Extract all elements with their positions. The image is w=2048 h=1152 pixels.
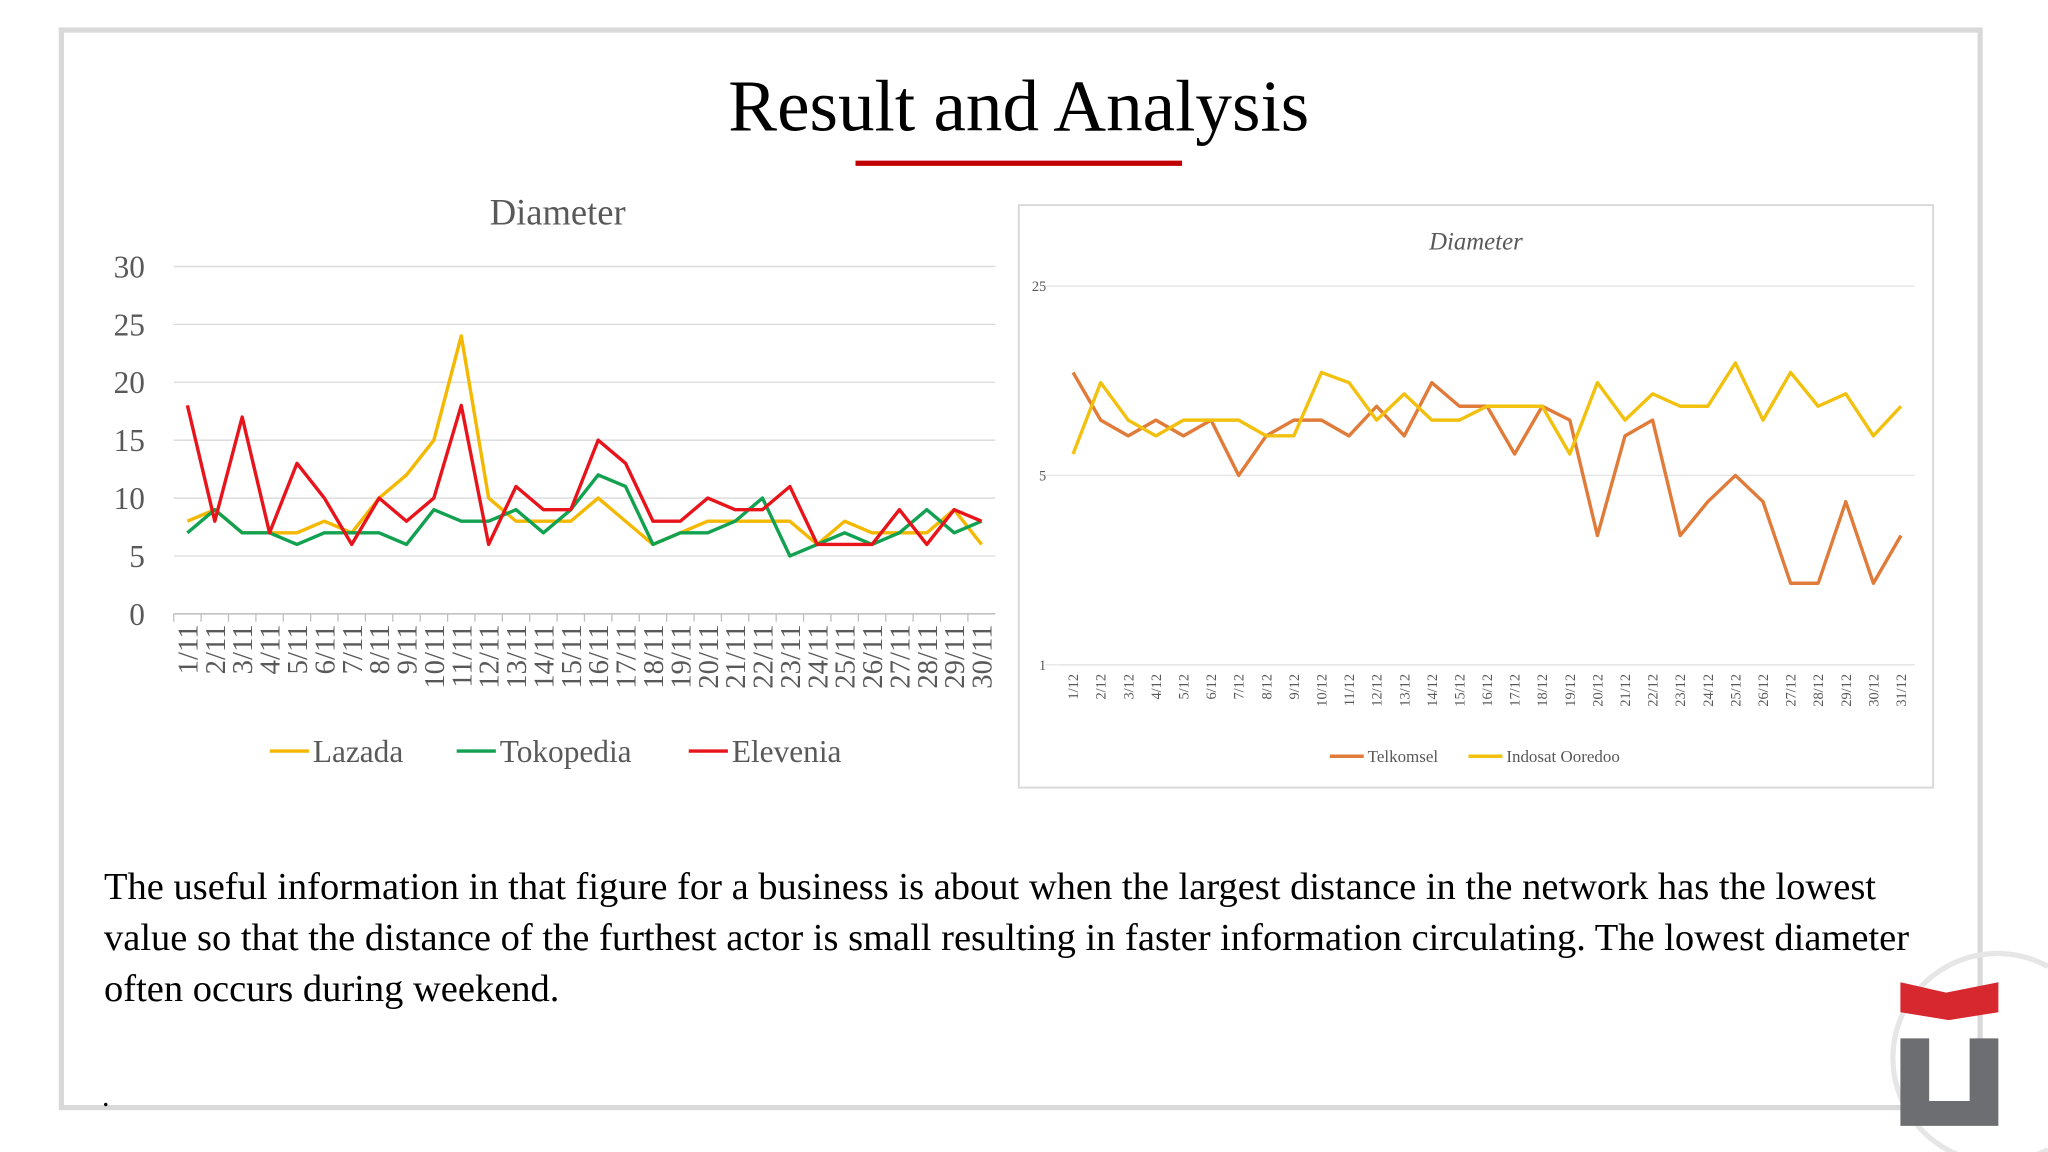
x-tick-label: 15/11 — [556, 624, 588, 688]
x-tick-label: 22/12 — [1646, 674, 1662, 707]
series-line — [185, 403, 983, 547]
x-tick-label: 30/11 — [967, 624, 999, 688]
x-tick-label: 9/12 — [1287, 674, 1303, 700]
x-tick-label: 4/12 — [1149, 674, 1165, 700]
x-tick-label: 30/12 — [1866, 674, 1882, 707]
x-tick-label: 13/12 — [1397, 674, 1413, 707]
y-tick-label: 5 — [129, 539, 145, 574]
x-tick-label: 2/11 — [200, 624, 232, 674]
x-tick-label: 12/11 — [474, 624, 506, 688]
x-tick-label: 21/11 — [720, 624, 752, 688]
x-tick-label: 17/11 — [611, 624, 643, 688]
chart-title: Diameter — [490, 192, 626, 233]
x-tick-label: 27/11 — [884, 624, 916, 688]
x-tick-label: 11/11 — [446, 624, 478, 687]
x-tick-label: 29/12 — [1839, 674, 1855, 707]
x-tick-label: 1/12 — [1066, 674, 1082, 700]
logo-ring — [1890, 950, 2048, 1152]
x-tick-label: 17/12 — [1508, 674, 1524, 707]
x-tick-label: 13/11 — [501, 624, 533, 688]
x-tick-label: 20/12 — [1590, 674, 1606, 707]
x-tick-label: 18/12 — [1535, 674, 1551, 707]
x-tick-label: 18/11 — [638, 624, 670, 688]
x-tick-label: 3/12 — [1121, 674, 1137, 700]
x-tick-label: 25/11 — [830, 624, 862, 688]
body-text: The useful information in that figure fo… — [104, 866, 1910, 1010]
x-tick-label: 5/12 — [1176, 674, 1192, 700]
x-tick-label: 21/12 — [1618, 674, 1634, 707]
x-tick-label: 22/11 — [748, 624, 780, 688]
chart-title: Diameter — [1428, 228, 1523, 255]
y-tick-label: 5 — [1039, 468, 1046, 484]
series-line — [186, 334, 983, 547]
x-tick-label: 28/11 — [912, 624, 944, 688]
series-line — [1071, 361, 1903, 456]
legend-label: Tokopedia — [500, 734, 632, 769]
x-tick-label: 19/11 — [665, 624, 697, 688]
x-tick-label: 24/12 — [1701, 674, 1717, 707]
slide-frame — [58, 27, 1983, 1111]
x-tick-label: 15/12 — [1452, 674, 1468, 707]
series-line — [186, 473, 983, 558]
x-tick-label: 29/11 — [939, 624, 971, 688]
x-tick-label: 5/11 — [282, 624, 314, 674]
x-tick-label: 10/11 — [419, 624, 451, 688]
x-tick-label: 7/12 — [1232, 674, 1248, 700]
x-tick-label: 14/12 — [1425, 674, 1441, 707]
x-tick-label: 26/12 — [1756, 674, 1772, 707]
y-tick-label: 20 — [114, 365, 145, 400]
x-tick-label: 31/12 — [1894, 674, 1910, 707]
y-tick-label: 25 — [114, 307, 145, 342]
legend-label: Telkomsel — [1368, 747, 1439, 766]
y-tick-label: 0 — [129, 597, 145, 632]
y-tick-label: 1 — [1039, 658, 1046, 674]
chart-frame — [1017, 204, 1935, 789]
footnote: . — [102, 1080, 110, 1113]
x-tick-label: 1/11 — [172, 624, 204, 674]
legend-label: Lazada — [313, 734, 404, 769]
x-tick-label: 16/11 — [583, 624, 615, 688]
x-tick-label: 7/11 — [337, 624, 369, 674]
x-tick-label: 23/11 — [775, 624, 807, 688]
y-tick-label: 25 — [1032, 279, 1046, 295]
x-tick-label: 10/12 — [1314, 674, 1330, 707]
x-tick-label: 6/11 — [309, 624, 341, 674]
x-tick-label: 8/11 — [364, 624, 396, 674]
x-tick-label: 24/11 — [802, 624, 834, 688]
logo — [1890, 950, 2048, 1152]
x-tick-label: 23/12 — [1673, 674, 1689, 707]
x-tick-label: 4/11 — [255, 624, 287, 674]
x-tick-label: 19/12 — [1563, 674, 1579, 707]
x-tick-label: 6/12 — [1204, 674, 1220, 700]
y-tick-label: 15 — [114, 423, 145, 458]
x-tick-label: 28/12 — [1811, 674, 1827, 707]
x-tick-label: 12/12 — [1370, 674, 1386, 707]
y-tick-label: 10 — [114, 481, 145, 516]
x-tick-label: 11/12 — [1342, 674, 1358, 706]
x-tick-label: 25/12 — [1728, 674, 1744, 707]
y-tick-label: 30 — [114, 249, 145, 284]
x-tick-label: 9/11 — [392, 624, 424, 674]
x-tick-label: 20/11 — [693, 624, 725, 688]
x-tick-label: 2/12 — [1094, 674, 1110, 700]
x-tick-label: 26/11 — [857, 624, 889, 688]
logo-u — [1900, 1038, 1999, 1126]
x-tick-label: 27/12 — [1784, 674, 1800, 707]
legend-label: Indosat Ooredoo — [1506, 747, 1620, 766]
x-tick-label: 14/11 — [528, 624, 560, 688]
x-tick-label: 16/12 — [1480, 674, 1496, 707]
x-tick-label: 8/12 — [1259, 674, 1275, 700]
logo-book — [1900, 982, 1999, 1021]
legend-label: Elevenia — [732, 734, 842, 769]
x-tick-label: 3/11 — [227, 624, 259, 674]
slide-title: Result and Analysis — [728, 66, 1309, 147]
